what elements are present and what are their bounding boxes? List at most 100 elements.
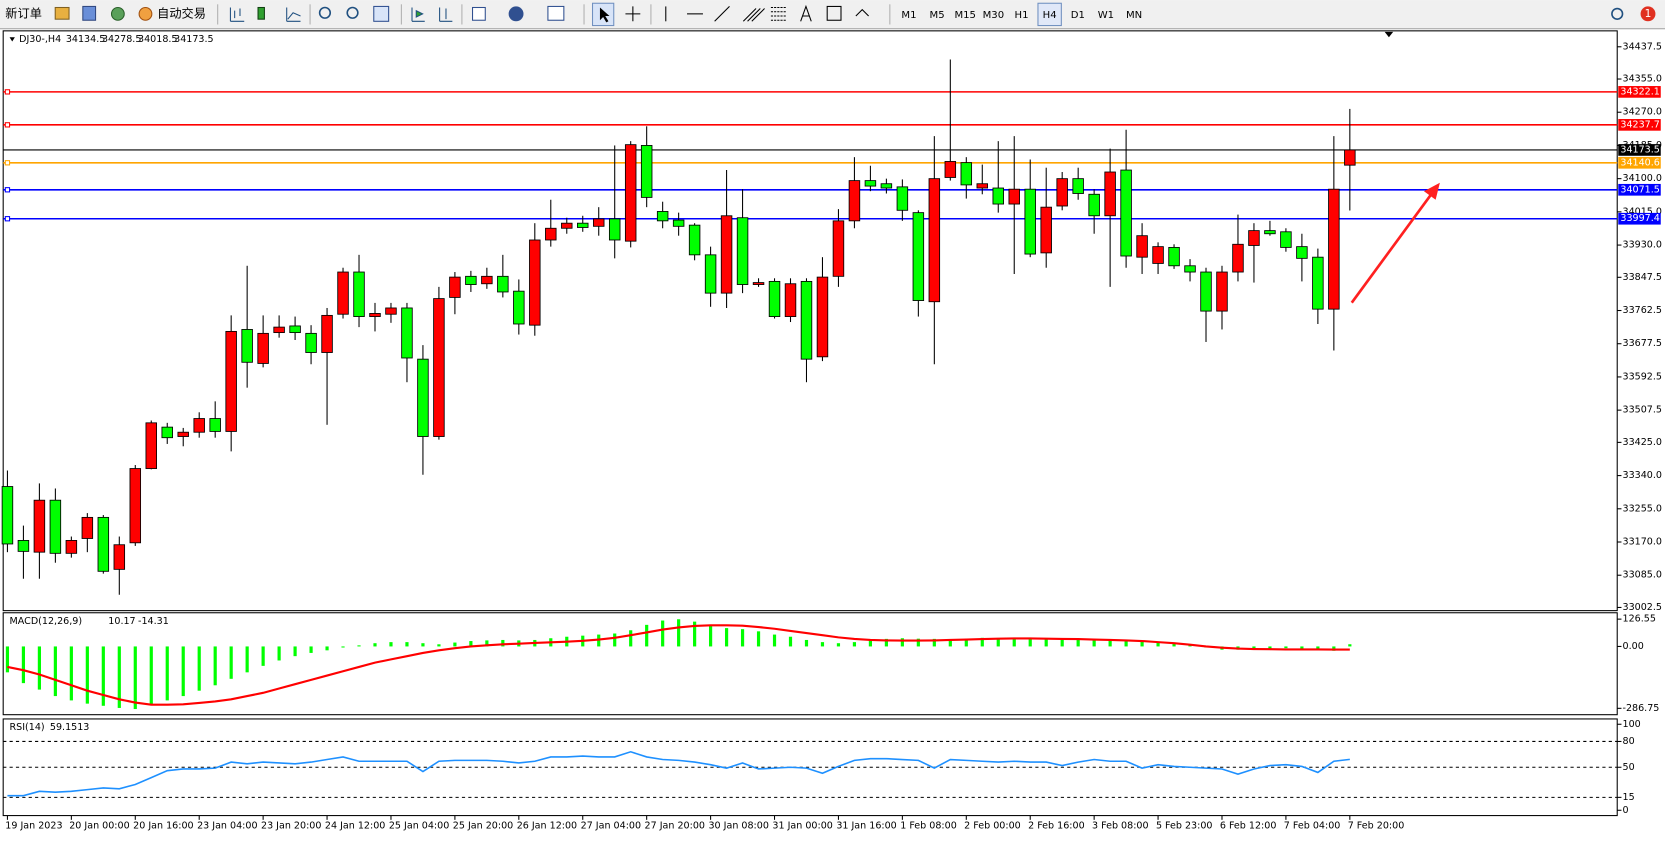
timeframe-button[interactable]: M15 (954, 10, 976, 21)
macd-bar (772, 634, 777, 647)
candle-body (928, 178, 941, 303)
x-tick-label: 2 Feb 00:00 (964, 821, 1021, 832)
icon[interactable] (54, 6, 70, 20)
icon[interactable] (439, 7, 453, 22)
icon[interactable] (82, 5, 97, 21)
timeframe-button[interactable]: D1 (1071, 10, 1085, 21)
candle-body (944, 161, 957, 178)
macd-bar (213, 646, 217, 686)
candle-body (1264, 230, 1276, 235)
macd-bar (900, 638, 904, 647)
icon[interactable] (373, 5, 390, 22)
macd-bar (1044, 638, 1048, 647)
channel-tool[interactable] (742, 8, 765, 22)
y-tick-label: 33255.0 (1623, 503, 1662, 514)
icon[interactable] (286, 7, 301, 22)
y-tick-label: 126.55 (1623, 614, 1656, 625)
x-tick-label: 20 Jan 16:00 (133, 821, 193, 832)
macd-bar (1188, 645, 1192, 647)
icon[interactable] (110, 6, 125, 21)
y-tick-label: 33930.0 (1623, 240, 1662, 251)
macd-bar (197, 646, 201, 691)
macd-bar (69, 646, 73, 701)
icon[interactable] (547, 5, 565, 21)
x-tick-label: 23 Jan 20:00 (261, 821, 321, 832)
level-label-bg (1618, 183, 1661, 196)
candle-body (257, 332, 269, 364)
macd-bar (916, 638, 920, 647)
timeframe-button[interactable]: M30 (983, 10, 1005, 21)
autotrade-button[interactable]: 自动交易 (157, 5, 206, 20)
timeframe-button[interactable]: M1 (901, 10, 916, 21)
candle-body (880, 183, 893, 189)
candle-body (129, 468, 142, 544)
macd-bar (1252, 646, 1256, 650)
macd-bar (709, 624, 713, 647)
candle-body (481, 275, 493, 285)
candle-body (17, 540, 30, 552)
candle-body (1120, 169, 1132, 257)
candle-body (1200, 271, 1212, 312)
text-tool[interactable] (800, 4, 812, 22)
candle-body (752, 282, 765, 285)
indicator-value: 59.1513 (50, 722, 89, 733)
timeframe-button[interactable]: W1 (1098, 10, 1114, 21)
macd-bar (836, 643, 841, 647)
fibo-tool[interactable] (770, 6, 786, 21)
arrow-tool[interactable] (855, 8, 869, 17)
candle-body (896, 186, 909, 211)
crosshair-icon[interactable] (625, 6, 641, 22)
icon[interactable] (257, 6, 265, 20)
notification-count: 1 (1645, 7, 1652, 20)
candle-body (1136, 235, 1148, 258)
timeframe-button[interactable]: M5 (930, 10, 945, 21)
macd-bar (325, 646, 329, 651)
ohlc-value: 34278.5 (102, 34, 141, 45)
plot: 34437.534355.034270.034185.034100.034015… (1, 34, 1662, 832)
timeframe-bar: M1 M5 M15 M30 H1 H4 D1 W1 MN (901, 2, 1142, 27)
macd-bar (1156, 642, 1160, 647)
zoom-in[interactable] (318, 6, 332, 19)
macd-panel (2, 612, 1618, 716)
icon[interactable] (411, 7, 425, 22)
label-tool[interactable] (826, 5, 842, 21)
candle-body (305, 332, 317, 353)
candle-body (736, 217, 749, 285)
zoom-out[interactable] (346, 6, 359, 19)
annotation-arrow (1350, 182, 1440, 304)
arrow-shaft (1350, 190, 1435, 304)
macd-bar (5, 646, 10, 673)
autotrade-icon[interactable] (138, 6, 153, 21)
candle-body (960, 162, 973, 186)
macd-bar (645, 624, 649, 647)
macd-bar (165, 646, 169, 701)
level-label: 34071.5 (1620, 184, 1659, 195)
macd-bar (309, 646, 313, 653)
icon[interactable] (471, 6, 486, 21)
icon[interactable] (229, 7, 245, 22)
icon[interactable] (508, 6, 524, 22)
icon[interactable] (599, 7, 610, 23)
x-tick-label: 6 Feb 12:00 (1220, 821, 1277, 832)
candle-body (497, 275, 509, 293)
level-label: 33997.4 (1620, 213, 1659, 224)
timeframe-button[interactable]: H1 (1015, 10, 1029, 21)
new-order-button[interactable]: 新订单 (5, 5, 42, 20)
search-button[interactable] (1611, 7, 1624, 20)
trendline-tool[interactable] (714, 6, 730, 22)
candle-body (209, 418, 221, 432)
macd-bar (996, 638, 1000, 647)
candle-body (545, 227, 557, 241)
timeframe-button[interactable]: H4 (1043, 10, 1057, 21)
candle-body (640, 145, 653, 198)
y-tick-label: 100 (1623, 719, 1641, 730)
candle-body (912, 212, 925, 301)
x-tick-label: 30 Jan 08:00 (708, 821, 768, 832)
candle-body (49, 499, 62, 554)
macd-bar (437, 644, 441, 647)
timeframe-button[interactable]: MN (1126, 10, 1142, 21)
notification-badge[interactable] (1640, 6, 1656, 22)
macd-bar (453, 642, 457, 647)
macd-bar (373, 643, 377, 647)
